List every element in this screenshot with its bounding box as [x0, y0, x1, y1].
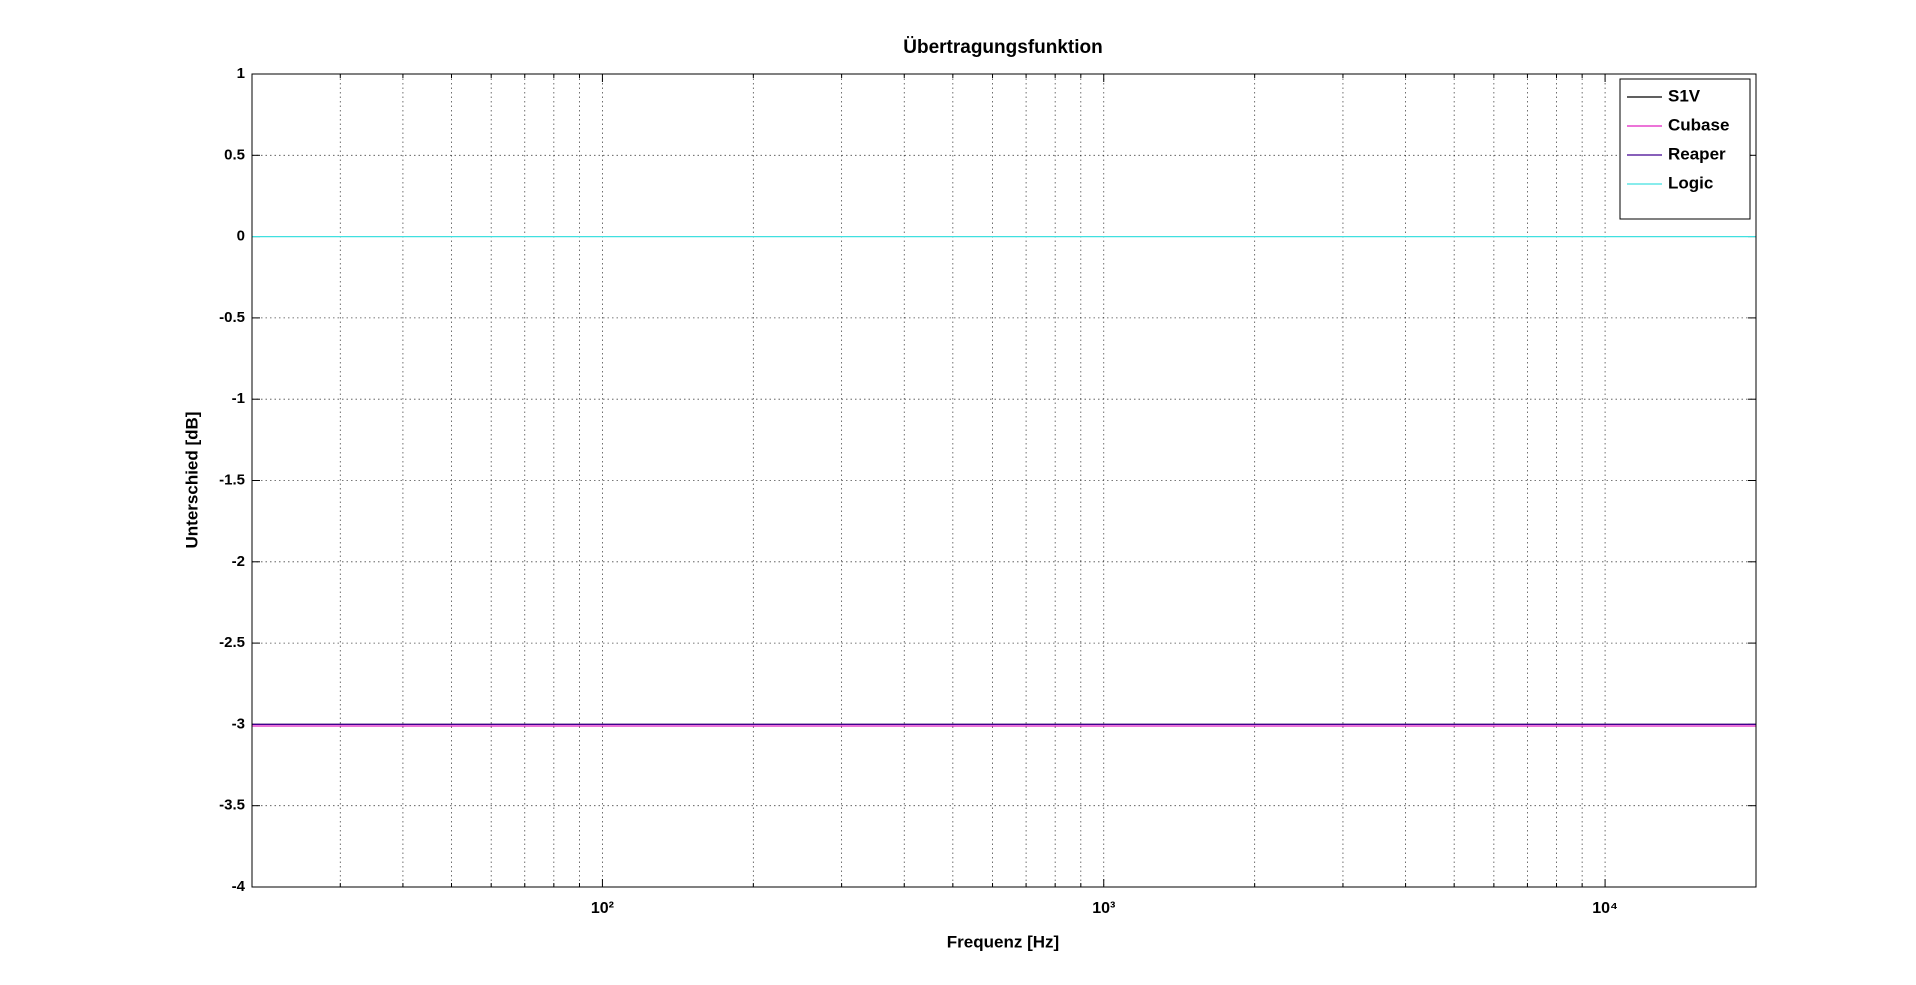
legend-box — [1619, 78, 1751, 220]
x-axis-label: Frequenz [Hz] — [947, 932, 1059, 951]
y-tick-label: -4 — [232, 878, 246, 895]
legend-label: Logic — [1668, 173, 1713, 192]
y-tick-label: -2 — [232, 553, 245, 570]
y-tick-label: -2.5 — [219, 634, 245, 651]
legend-label: Reaper — [1668, 144, 1726, 163]
x-tick-label: 10⁴ — [1592, 900, 1618, 917]
legend-label: S1V — [1668, 86, 1701, 105]
y-tick-label: -3.5 — [219, 797, 245, 814]
y-tick-label: -1 — [232, 390, 245, 407]
y-tick-label: 0.5 — [224, 146, 245, 163]
legend-label: Cubase — [1668, 115, 1729, 134]
x-tick-label: 10³ — [1092, 900, 1115, 917]
x-tick-label: 10² — [591, 900, 614, 917]
y-tick-label: 0 — [237, 228, 245, 245]
y-tick-label: -1.5 — [219, 471, 245, 488]
axes-box — [251, 73, 1757, 888]
y-tick-label: -3 — [232, 715, 245, 732]
y-tick-label: 1 — [237, 65, 245, 82]
legend: S1V Cubase Reaper Logic — [1619, 78, 1751, 220]
y-tick-label: -0.5 — [219, 309, 245, 326]
chart-title: Übertragungsfunktion — [903, 37, 1103, 58]
y-axis-label: Unterschied [dB] — [182, 412, 201, 549]
